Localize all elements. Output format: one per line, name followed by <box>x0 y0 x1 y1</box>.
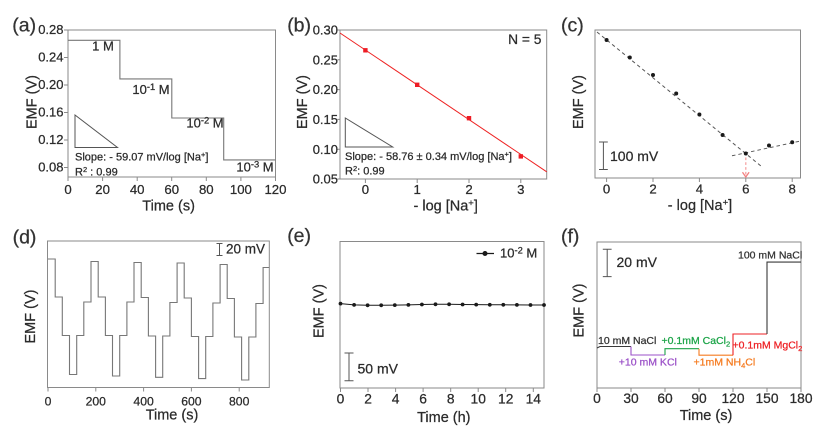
svg-text:120: 120 <box>264 182 286 197</box>
svg-text:Slope: - 58.76 ± 0.34 mV/log [: Slope: - 58.76 ± 0.34 mV/log [Na+] <box>345 150 512 164</box>
svg-text:200: 200 <box>86 394 107 408</box>
svg-text:0.20: 0.20 <box>38 77 63 92</box>
svg-text:100 mV: 100 mV <box>610 148 659 164</box>
svg-text:EMF (V): EMF (V) <box>295 75 311 129</box>
svg-text:800: 800 <box>229 394 250 408</box>
svg-text:4: 4 <box>392 392 400 407</box>
svg-text:1: 1 <box>414 182 421 197</box>
svg-text:0.12: 0.12 <box>38 132 63 147</box>
svg-text:14: 14 <box>526 392 542 407</box>
svg-text:2: 2 <box>364 392 372 407</box>
svg-text:20 mV: 20 mV <box>226 242 265 257</box>
svg-text:0.30: 0.30 <box>313 23 338 38</box>
svg-text:+1mM NH4Cl: +1mM NH4Cl <box>694 357 756 371</box>
svg-text:3: 3 <box>517 182 524 197</box>
svg-text:12: 12 <box>498 392 513 407</box>
svg-text:+0.1mM MgCl2: +0.1mM MgCl2 <box>733 340 803 354</box>
svg-text:R2: 0.99: R2: 0.99 <box>345 164 385 178</box>
svg-text:0.15: 0.15 <box>313 112 338 127</box>
svg-text:+10 mM KCl: +10 mM KCl <box>619 357 677 369</box>
svg-text:(e): (e) <box>287 225 311 247</box>
svg-text:90: 90 <box>691 391 707 406</box>
svg-text:10-3 M: 10-3 M <box>236 158 273 174</box>
svg-text:EMF (V): EMF (V) <box>572 284 588 338</box>
svg-text:2: 2 <box>465 182 472 197</box>
svg-text:(f): (f) <box>561 226 579 248</box>
svg-text:10-2 M: 10-2 M <box>186 114 223 130</box>
svg-text:6: 6 <box>742 182 749 197</box>
svg-text:0.08: 0.08 <box>38 160 63 175</box>
svg-text:20 mV: 20 mV <box>617 254 658 270</box>
svg-text:0: 0 <box>64 182 71 197</box>
svg-text:0.10: 0.10 <box>313 142 338 157</box>
svg-text:80: 80 <box>199 182 214 197</box>
svg-text:- log [Na+]: - log [Na+] <box>413 198 477 215</box>
svg-text:0: 0 <box>362 182 369 197</box>
svg-text:1 M: 1 M <box>92 38 114 53</box>
svg-text:0: 0 <box>593 391 601 406</box>
svg-text:10 mM NaCl: 10 mM NaCl <box>598 335 656 347</box>
svg-text:10-2 M: 10-2 M <box>500 244 537 260</box>
svg-text:180: 180 <box>789 391 812 406</box>
svg-text:(d): (d) <box>13 226 37 248</box>
svg-text:0.25: 0.25 <box>313 52 338 67</box>
svg-text:EMF (V): EMF (V) <box>571 75 587 129</box>
svg-text:30: 30 <box>623 391 639 406</box>
svg-text:6: 6 <box>419 392 427 407</box>
svg-text:0: 0 <box>45 394 52 408</box>
svg-text:4: 4 <box>696 182 703 197</box>
svg-text:400: 400 <box>133 394 154 408</box>
svg-text:R2 : 0.99: R2 : 0.99 <box>75 165 118 179</box>
svg-text:Time (s): Time (s) <box>680 408 733 424</box>
svg-text:100: 100 <box>230 182 252 197</box>
svg-text:60: 60 <box>164 182 179 197</box>
svg-text:0.16: 0.16 <box>38 105 63 120</box>
svg-text:2: 2 <box>649 182 656 197</box>
svg-text:EMF (V): EMF (V) <box>312 284 328 338</box>
svg-text:(b): (b) <box>287 15 311 37</box>
svg-text:60: 60 <box>657 391 673 406</box>
svg-text:EMF (V): EMF (V) <box>25 75 41 129</box>
svg-text:150: 150 <box>755 391 778 406</box>
svg-text:40: 40 <box>130 182 145 197</box>
svg-text:+0.1mM CaCl2: +0.1mM CaCl2 <box>662 335 731 349</box>
svg-text:0: 0 <box>337 392 345 407</box>
svg-text:0.24: 0.24 <box>38 50 63 65</box>
svg-text:20: 20 <box>95 182 110 197</box>
svg-text:Slope: - 59.07 mV/log [Na+]: Slope: - 59.07 mV/log [Na+] <box>75 150 208 164</box>
svg-text:EMF (V): EMF (V) <box>23 290 39 344</box>
svg-text:100 mM NaCl: 100 mM NaCl <box>738 250 802 262</box>
svg-text:0.05: 0.05 <box>313 172 338 187</box>
svg-text:120: 120 <box>721 391 744 406</box>
svg-text:600: 600 <box>181 394 202 408</box>
svg-text:(c): (c) <box>561 15 584 37</box>
svg-text:(a): (a) <box>12 15 36 37</box>
svg-text:- log [Na+]: - log [Na+] <box>668 198 732 215</box>
svg-text:0.28: 0.28 <box>38 22 63 37</box>
svg-text:0.20: 0.20 <box>313 82 338 97</box>
svg-text:8: 8 <box>789 182 796 197</box>
svg-text:10-1 M: 10-1 M <box>132 81 169 97</box>
svg-text:8: 8 <box>447 392 455 407</box>
svg-text:Time (s): Time (s) <box>142 199 195 215</box>
svg-text:0: 0 <box>603 182 610 197</box>
svg-text:10: 10 <box>471 392 487 407</box>
svg-text:Time (s): Time (s) <box>146 408 199 424</box>
svg-text:50 mV: 50 mV <box>358 361 399 377</box>
svg-text:N = 5: N = 5 <box>508 32 542 47</box>
svg-text:Time (h): Time (h) <box>417 410 470 426</box>
